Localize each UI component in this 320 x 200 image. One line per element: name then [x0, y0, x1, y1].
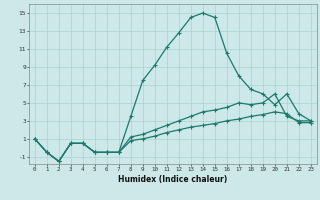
X-axis label: Humidex (Indice chaleur): Humidex (Indice chaleur)	[118, 175, 228, 184]
